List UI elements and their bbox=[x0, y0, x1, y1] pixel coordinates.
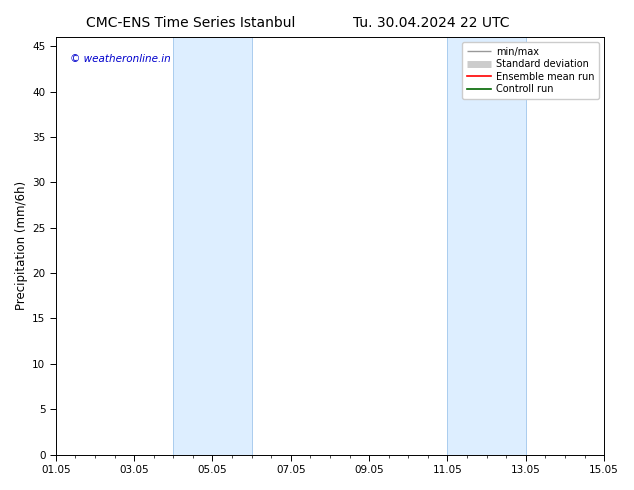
Y-axis label: Precipitation (mm/6h): Precipitation (mm/6h) bbox=[15, 181, 28, 310]
Text: Tu. 30.04.2024 22 UTC: Tu. 30.04.2024 22 UTC bbox=[353, 16, 509, 30]
Bar bbox=[173, 37, 252, 455]
Bar bbox=[448, 37, 526, 455]
Legend: min/max, Standard deviation, Ensemble mean run, Controll run: min/max, Standard deviation, Ensemble me… bbox=[462, 42, 599, 99]
Text: CMC-ENS Time Series Istanbul: CMC-ENS Time Series Istanbul bbox=[86, 16, 295, 30]
Text: © weatheronline.in: © weatheronline.in bbox=[70, 54, 171, 64]
